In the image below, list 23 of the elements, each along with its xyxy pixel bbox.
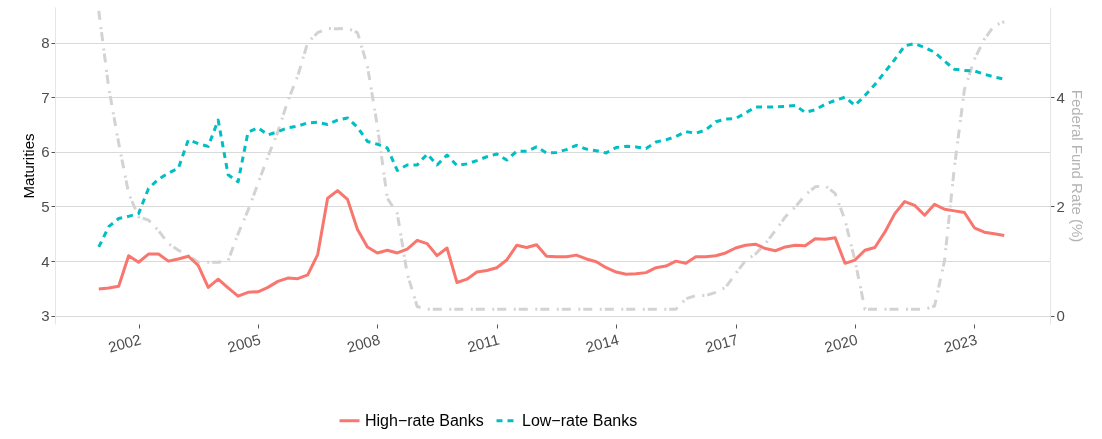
y-tick-label: 3 — [41, 307, 50, 325]
y-axis-title: Maturities — [20, 133, 38, 199]
y2-tick-label: 2 — [1056, 197, 1065, 215]
line-series — [97, 189, 1006, 298]
y2-tick-label: 4 — [1056, 88, 1065, 106]
x-tick-label: 2020 — [822, 330, 860, 356]
y-tick-label: 7 — [41, 88, 50, 106]
x-tick-label: 2014 — [583, 330, 621, 356]
legend-label: High−rate Banks — [365, 411, 484, 429]
y-tick-label: 5 — [41, 197, 50, 215]
x-tick-label: 2017 — [703, 330, 740, 356]
y2-axis-title: Federal Fund Rate (%) — [1068, 89, 1086, 243]
y-tick-label: 6 — [41, 143, 50, 161]
legend-label: Low−rate Banks — [522, 411, 638, 429]
line-series — [97, 42, 1006, 249]
y2-tick-label: 0 — [1056, 307, 1065, 325]
x-tick-label: 2002 — [106, 330, 143, 356]
x-tick-label: 2023 — [942, 330, 979, 356]
x-tick-label: 2005 — [225, 330, 263, 356]
y-tick-label: 4 — [41, 252, 50, 270]
x-tick-label: 2011 — [465, 330, 502, 356]
y-tick-label: 8 — [41, 34, 50, 52]
x-tick-label: 2008 — [345, 330, 382, 356]
